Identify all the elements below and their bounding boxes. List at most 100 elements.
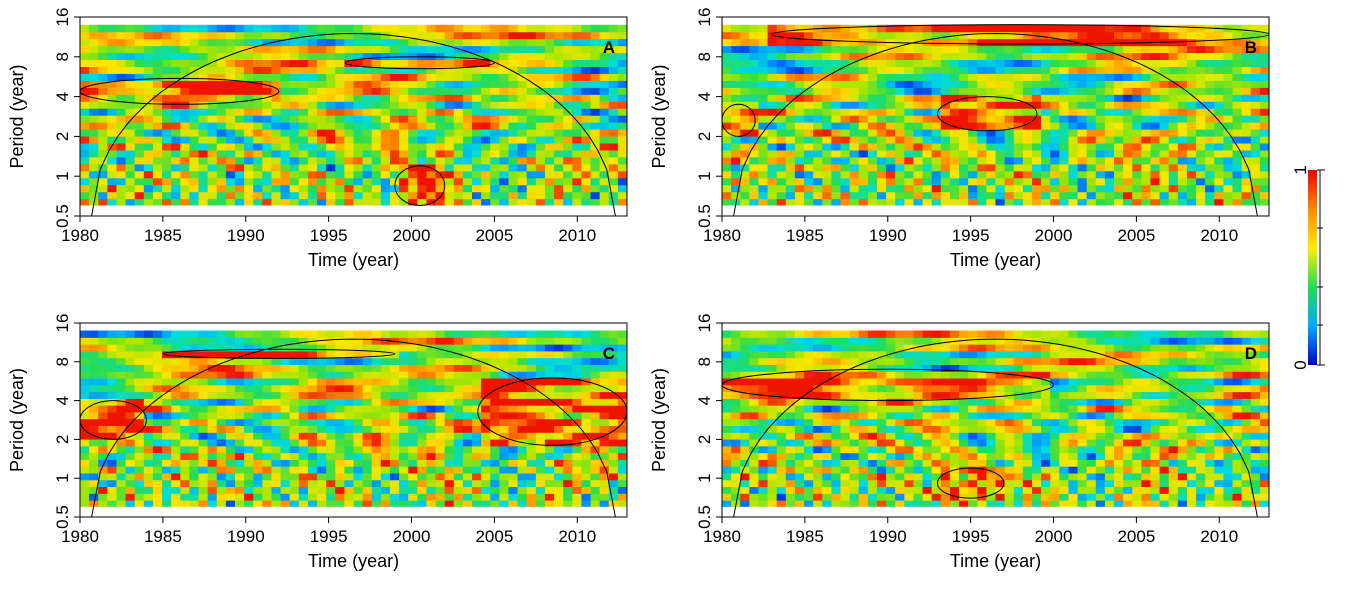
heatmap-cell [731, 80, 741, 88]
heatmap-cell [107, 129, 118, 137]
heatmap-cell [417, 191, 428, 200]
heatmap-cell [1250, 31, 1261, 40]
heatmap-cell [554, 357, 564, 365]
heatmap-cell [344, 198, 355, 207]
heatmap-cell [125, 472, 136, 481]
heatmap-cell [517, 337, 528, 345]
heatmap-cell [758, 52, 769, 61]
heatmap-cell [1259, 80, 1269, 88]
heatmap-cell [904, 94, 915, 102]
heatmap-cell [995, 59, 1006, 68]
heatmap-cell [262, 142, 273, 151]
heatmap-cell [262, 135, 273, 144]
heatmap-cell [462, 38, 473, 47]
heatmap-cell [298, 115, 309, 123]
heatmap-cell [599, 486, 610, 494]
heatmap-cell [472, 80, 482, 88]
heatmap-cell [417, 31, 428, 40]
heatmap-cell [749, 129, 760, 137]
heatmap-cell [244, 149, 254, 158]
heatmap-cell [608, 493, 619, 501]
heatmap-cell [271, 122, 282, 130]
heatmap-cell [89, 31, 99, 40]
heatmap-cell [608, 364, 619, 372]
heatmap-cell [785, 87, 796, 95]
heatmap-cell [143, 472, 154, 481]
heatmap-cell [125, 122, 136, 130]
heatmap-cell [353, 350, 364, 359]
heatmap-cell [913, 142, 924, 151]
heatmap-cell [572, 184, 583, 193]
heatmap-cell [353, 344, 364, 352]
heatmap-cell [1086, 493, 1097, 501]
heatmap-cell [913, 52, 924, 61]
heatmap-cell [116, 452, 127, 460]
heatmap-cell [977, 87, 987, 95]
heatmap-cell [804, 52, 814, 61]
heatmap-cell [389, 330, 400, 338]
heatmap-cell [849, 108, 860, 116]
heatmap-cell [280, 59, 291, 68]
heatmap-cell [508, 398, 519, 406]
heatmap-cell [940, 493, 951, 501]
heatmap-cell [913, 24, 924, 33]
heatmap-cell [1196, 135, 1206, 144]
heatmap-cell [353, 364, 364, 372]
heatmap-cell [508, 500, 519, 508]
heatmap-cell [940, 87, 951, 95]
heatmap-cell [426, 87, 437, 95]
heatmap-cell [344, 94, 355, 102]
heatmap-cell [189, 122, 200, 130]
heatmap-cell [563, 135, 573, 144]
heatmap-cell [417, 94, 428, 102]
heatmap-cell [253, 344, 263, 352]
heatmap-cell [134, 149, 145, 158]
heatmap-cell [1241, 87, 1252, 95]
heatmap-cell [758, 38, 769, 47]
heatmap-cell [417, 418, 428, 427]
heatmap-cell [189, 115, 200, 123]
heatmap-cell [722, 163, 732, 172]
heatmap-cell [89, 24, 99, 33]
heatmap-cell [244, 330, 254, 338]
heatmap-cell [189, 479, 200, 488]
heatmap-cell [134, 432, 145, 440]
heatmap-cell [526, 459, 537, 467]
heatmap-cell [98, 45, 108, 54]
heatmap-cell [895, 142, 905, 151]
heatmap-cell [535, 411, 546, 420]
heatmap-cell [544, 80, 555, 88]
heatmap-cell [995, 66, 1006, 74]
heatmap-cell [417, 432, 428, 440]
heatmap-cell [317, 500, 327, 508]
heatmap-cell [922, 108, 933, 116]
heatmap-cell [517, 80, 528, 88]
heatmap-cell [1196, 177, 1206, 186]
heatmap-cell [617, 364, 627, 372]
heatmap-cell [426, 24, 437, 33]
heatmap-cell [1223, 94, 1234, 102]
heatmap-cell [80, 191, 90, 200]
heatmap-cell [399, 479, 409, 488]
heatmap-cell [389, 472, 400, 481]
heatmap-cell [344, 411, 355, 420]
heatmap-cell [234, 493, 245, 501]
heatmap-cell [508, 31, 519, 40]
heatmap-cell [107, 191, 118, 200]
heatmap-cell [499, 418, 510, 427]
heatmap-cell [617, 466, 627, 474]
heatmap-cell [234, 459, 245, 467]
heatmap-cell [1141, 66, 1152, 74]
heatmap-cell [968, 66, 978, 74]
heatmap-cell [189, 371, 200, 379]
heatmap-cell [1031, 129, 1042, 137]
heatmap-cell [472, 432, 482, 440]
heatmap-cell [722, 80, 732, 88]
heatmap-cell [1186, 156, 1197, 165]
heatmap-cell [152, 486, 163, 494]
heatmap-cell [517, 108, 528, 116]
heatmap-cell [1041, 108, 1051, 116]
heatmap-cell [1013, 135, 1024, 144]
heatmap-cell [977, 129, 987, 137]
heatmap-cell [1232, 177, 1243, 186]
